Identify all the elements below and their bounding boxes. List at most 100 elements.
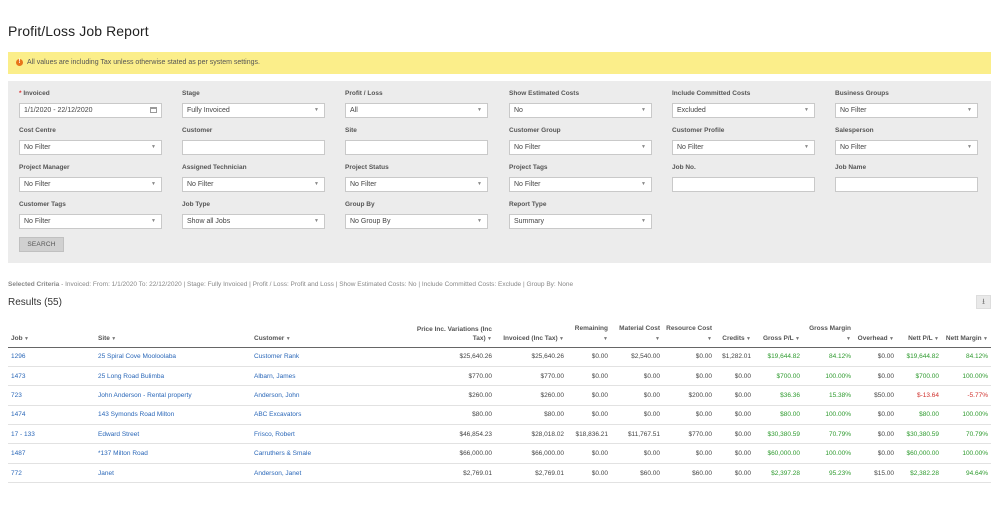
column-header[interactable]: Customer ▼ [251, 320, 409, 348]
cell-job[interactable]: 1296 [8, 347, 95, 367]
selected-criteria: Selected Criteria - Invoiced: From: 1/1/… [8, 281, 573, 288]
cell-job[interactable]: 772 [8, 463, 95, 484]
customer-group-select[interactable]: No Filter ▼ [509, 140, 652, 155]
cell-site[interactable]: 25 Long Road Bulimba [95, 366, 251, 387]
filter-label-text: Customer Profile [672, 127, 725, 134]
show-estimated-costs-select[interactable]: No ▼ [509, 103, 652, 118]
filter-job-no: Job No. [672, 163, 815, 192]
salesperson-select[interactable]: No Filter ▼ [835, 140, 978, 155]
filter-label-text: Include Committed Costs [672, 90, 751, 97]
cell-overhead: $0.00 [854, 366, 897, 387]
column-header[interactable]: Resource Cost ▼ [663, 320, 715, 348]
include-committed-costs-select[interactable]: Excluded ▼ [672, 103, 815, 118]
column-header[interactable]: Nett Margin ▼ [942, 320, 991, 348]
chevron-down-icon: ▼ [967, 144, 972, 150]
job-no-input[interactable] [672, 177, 815, 192]
sort-down-icon: ▼ [557, 335, 564, 342]
field-value: No Filter [24, 144, 51, 151]
cell-remaining: $0.00 [567, 443, 611, 464]
profit-loss-select[interactable]: All ▼ [345, 103, 488, 118]
cell-remaining: $18,836.21 [567, 424, 611, 445]
filter-label: Project Status [345, 163, 488, 177]
assigned-technician-select[interactable]: No Filter ▼ [182, 177, 325, 192]
column-header[interactable]: Nett P/L ▼ [897, 320, 942, 348]
customer-tags-select[interactable]: No Filter ▼ [19, 214, 162, 229]
project-tags-select[interactable]: No Filter ▼ [509, 177, 652, 192]
cell-customer[interactable]: Carruthers & Smale [251, 443, 409, 464]
cell-customer[interactable]: Customer Rank [251, 347, 409, 367]
business-groups-select[interactable]: No Filter ▼ [835, 103, 978, 118]
job-type-select[interactable]: Show all Jobs ▼ [182, 214, 325, 229]
cell-credits: $0.00 [715, 463, 754, 484]
search-button[interactable]: SEARCH [19, 237, 64, 252]
filter-label: Cost Centre [19, 126, 162, 140]
stage-select[interactable]: Fully Invoiced ▼ [182, 103, 325, 118]
cell-customer[interactable]: Anderson, John [251, 385, 409, 406]
cell-price: $260.00 [409, 385, 495, 406]
column-header[interactable]: Material Cost ▼ [611, 320, 663, 348]
column-header[interactable]: Remaining ▼ [567, 320, 611, 348]
calendar-icon[interactable] [150, 107, 157, 113]
cell-customer[interactable]: Albarn, James [251, 366, 409, 387]
column-header[interactable]: Gross P/L ▼ [754, 320, 803, 348]
cell-site[interactable]: *137 Milton Road [95, 443, 251, 464]
filter-label-text: Customer Tags [19, 201, 66, 208]
filter-job-type: Job Type Show all Jobs ▼ [182, 200, 325, 229]
column-header[interactable]: Price Inc. Variations (Inc Tax) ▼ [409, 320, 495, 348]
filter-project-status: Project Status No Filter ▼ [345, 163, 488, 192]
cell-credits: $0.00 [715, 366, 754, 387]
job-name-input[interactable] [835, 177, 978, 192]
project-status-select[interactable]: No Filter ▼ [345, 177, 488, 192]
column-header[interactable]: Site ▼ [95, 320, 251, 348]
sort-down-icon: ▼ [485, 335, 492, 342]
filter-label: * Invoiced [19, 89, 162, 103]
cell-job[interactable]: 1473 [8, 366, 95, 387]
customer-input[interactable] [182, 140, 325, 155]
filter-label: Report Type [509, 200, 652, 214]
filter-invoiced: * Invoiced 1/1/2020 - 22/12/2020 [19, 89, 162, 118]
sort-down-icon: ▼ [932, 335, 939, 342]
cell-site[interactable]: Janet [95, 463, 251, 484]
field-value: No Filter [24, 218, 51, 225]
filter-salesperson: Salesperson No Filter ▼ [835, 126, 978, 155]
filter-label: Business Groups [835, 89, 978, 103]
column-header[interactable]: Gross Margin ▼ [803, 320, 854, 348]
filter-label: Job Name [835, 163, 978, 177]
column-header-label: Nett Margin [945, 334, 982, 342]
project-manager-select[interactable]: No Filter ▼ [19, 177, 162, 192]
column-header[interactable]: Credits ▼ [715, 320, 754, 348]
cost-centre-select[interactable]: No Filter ▼ [19, 140, 162, 155]
export-button[interactable]: ⭳ [976, 295, 991, 309]
filter-label: Project Manager [19, 163, 162, 177]
cell-gross-margin: 84.12% [803, 347, 854, 367]
field-value: No [514, 107, 523, 114]
invoiced-date-range[interactable]: 1/1/2020 - 22/12/2020 [19, 103, 162, 118]
filter-label: Customer [182, 126, 325, 140]
group-by-select[interactable]: No Group By ▼ [345, 214, 488, 229]
cell-nett-pl: $-13.64 [897, 385, 942, 406]
column-header[interactable]: Job ▼ [8, 320, 95, 348]
cell-job[interactable]: 1474 [8, 405, 95, 426]
customer-profile-select[interactable]: No Filter ▼ [672, 140, 815, 155]
cell-job[interactable]: 1487 [8, 443, 95, 464]
cell-job[interactable]: 723 [8, 385, 95, 406]
filter-label: Group By [345, 200, 488, 214]
cell-customer[interactable]: Anderson, Janet [251, 463, 409, 484]
filter-label-text: Customer [182, 127, 213, 134]
chevron-down-icon: ▼ [314, 181, 319, 187]
column-header-label: Gross P/L [762, 334, 794, 342]
report-type-select[interactable]: Summary ▼ [509, 214, 652, 229]
column-header[interactable]: Invoiced (Inc Tax) ▼ [495, 320, 567, 348]
cell-site[interactable]: 143 Symonds Road Milton [95, 405, 251, 426]
cell-customer[interactable]: Frisco, Robert [251, 424, 409, 445]
column-header[interactable]: Overhead ▼ [854, 320, 897, 348]
cell-site[interactable]: 25 Spiral Cove Mooloolaba [95, 347, 251, 367]
cell-site[interactable]: Edward Street [95, 424, 251, 445]
tax-notice-text: All values are including Tax unless othe… [27, 59, 260, 66]
site-input[interactable] [345, 140, 488, 155]
cell-nett-margin: 100.00% [942, 443, 991, 464]
field-value: No Filter [514, 144, 541, 151]
cell-site[interactable]: John Anderson - Rental property [95, 385, 251, 406]
cell-customer[interactable]: ABC Excavators [251, 405, 409, 426]
cell-job[interactable]: 17 - 133 [8, 424, 95, 445]
